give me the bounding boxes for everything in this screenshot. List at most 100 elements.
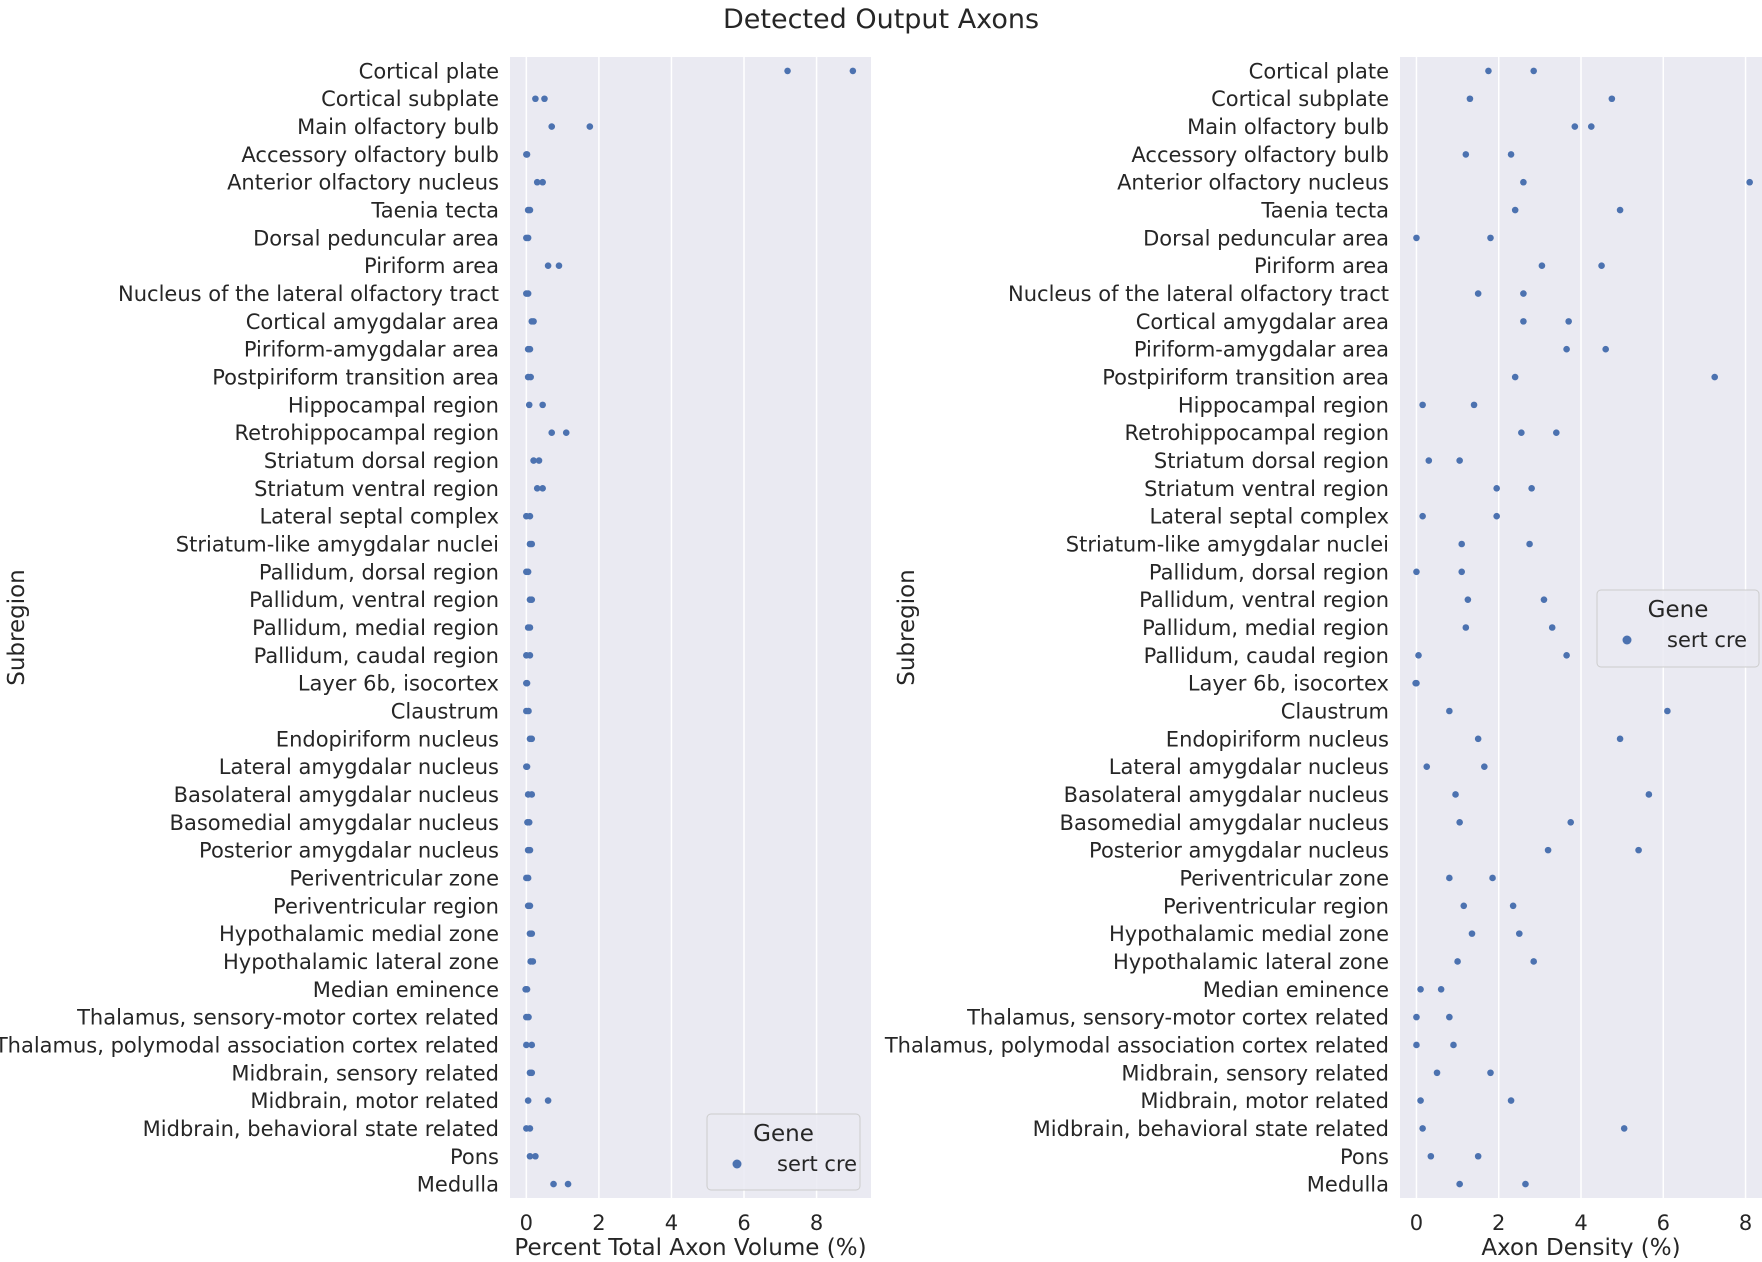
legend: Gene sert cre — [1596, 589, 1760, 668]
x-tick-label: 2 — [592, 1211, 605, 1235]
data-point — [1468, 930, 1476, 937]
y-tick-label: Striatum-like amygdalar nuclei — [1066, 533, 1389, 557]
data-point — [1481, 763, 1488, 770]
data-point — [524, 1097, 532, 1104]
data-point — [1620, 1125, 1628, 1132]
data-point — [532, 95, 539, 103]
data-point — [1474, 1152, 1482, 1160]
data-point — [528, 1041, 536, 1049]
y-tick-label: Pallidum, dorsal region — [259, 560, 499, 584]
data-point — [562, 429, 570, 436]
y-tick-label: Lateral amygdalar nucleus — [219, 755, 499, 779]
y-tick-label: Pallidum, ventral region — [249, 588, 499, 612]
data-point — [1415, 652, 1422, 659]
y-tick-label: Basomedial amygdalar nucleus — [170, 811, 499, 835]
y-tick-label: Periventricular zone — [1179, 866, 1389, 890]
y-tick-label: Midbrain, sensory related — [1121, 1061, 1389, 1085]
data-point — [550, 1180, 557, 1188]
legend-marker — [732, 1159, 742, 1169]
y-tick-label: Thalamus, polymodal association cortex r… — [884, 1033, 1389, 1057]
data-point — [530, 457, 537, 464]
y-tick-label: Dorsal peduncular area — [253, 226, 499, 250]
y-tick-label: Retrohippocampal region — [235, 421, 499, 445]
data-point — [528, 1069, 536, 1077]
data-point — [1466, 95, 1474, 103]
y-tick-label: Taenia tecta — [1260, 199, 1389, 223]
y-tick-label: Striatum ventral region — [254, 477, 499, 501]
data-point — [1437, 985, 1445, 993]
data-point — [1538, 262, 1546, 270]
data-point — [1544, 846, 1552, 854]
y-tick-label: Accessory olfactory bulb — [1131, 143, 1389, 167]
data-point — [1413, 679, 1420, 687]
data-point — [1520, 318, 1527, 325]
data-point — [1462, 151, 1470, 158]
y-tick-label: Pallidum, dorsal region — [1149, 560, 1389, 584]
x-tick-label: 8 — [810, 1211, 823, 1235]
data-point — [849, 67, 857, 75]
data-point — [1511, 373, 1519, 381]
legend-title: Gene — [753, 1121, 814, 1147]
y-tick-label: Postpiriform transition area — [1102, 366, 1389, 390]
data-point — [523, 1041, 530, 1049]
y-tick-label: Lateral amygdalar nucleus — [1109, 755, 1389, 779]
data-point — [528, 540, 536, 548]
data-point — [1522, 1180, 1529, 1188]
data-point — [1458, 568, 1466, 576]
data-point — [524, 568, 532, 576]
data-point — [526, 345, 534, 353]
data-point — [1608, 95, 1616, 103]
data-point — [1452, 791, 1459, 798]
data-point — [1470, 401, 1478, 409]
data-point — [1509, 902, 1517, 910]
data-point — [1602, 345, 1609, 353]
y-tick-label: Pons — [450, 1145, 499, 1169]
y-tick-label: Pallidum, ventral region — [1139, 588, 1389, 612]
y-tick-label: Striatum dorsal region — [1154, 449, 1389, 473]
data-point — [1458, 540, 1466, 548]
data-point — [1413, 1041, 1420, 1049]
y-tick-label: Midbrain, behavioral state related — [143, 1117, 499, 1141]
data-point — [564, 1180, 572, 1188]
data-point — [555, 262, 563, 270]
y-tick-label: Pallidum, caudal region — [254, 644, 499, 668]
y-tick-label: Medulla — [1307, 1173, 1389, 1197]
data-point — [1413, 234, 1420, 242]
data-point — [1413, 568, 1420, 576]
x-tick-label: 2 — [1492, 1211, 1505, 1235]
data-point — [586, 123, 594, 130]
y-tick-label: Taenia tecta — [370, 199, 499, 223]
data-point — [1485, 67, 1492, 75]
y-tick-label: Pallidum, caudal region — [1144, 644, 1389, 668]
data-point — [524, 290, 532, 297]
data-point — [1616, 735, 1624, 743]
legend-marker — [1622, 635, 1632, 645]
x-tick-label: 4 — [665, 1211, 678, 1235]
data-point — [1489, 874, 1496, 882]
data-point — [1423, 763, 1431, 770]
data-point — [523, 679, 531, 687]
data-point — [1711, 373, 1718, 381]
data-point — [1446, 707, 1453, 715]
y-tick-label: Median eminence — [313, 978, 499, 1002]
data-point — [532, 1152, 539, 1160]
legend: Gene sert cre — [706, 1113, 861, 1191]
data-point — [1571, 123, 1579, 130]
data-point — [524, 874, 532, 882]
data-point — [528, 930, 536, 937]
data-point — [1563, 652, 1570, 659]
data-point — [1598, 262, 1605, 270]
y-tick-label: Hypothalamic medial zone — [1109, 922, 1389, 946]
y-tick-label: Basolateral amygdalar nucleus — [174, 783, 499, 807]
data-point — [1450, 1041, 1457, 1049]
data-point — [1616, 206, 1624, 214]
data-point — [1528, 485, 1535, 492]
data-point — [1433, 1069, 1441, 1077]
data-point — [1413, 1013, 1420, 1021]
y-tick-label: Midbrain, motor related — [1140, 1089, 1389, 1113]
data-point — [784, 67, 791, 75]
data-point — [526, 206, 534, 214]
data-point — [1553, 429, 1560, 436]
y-tick-label: Pallidum, medial region — [252, 616, 499, 640]
data-point — [1507, 151, 1515, 158]
